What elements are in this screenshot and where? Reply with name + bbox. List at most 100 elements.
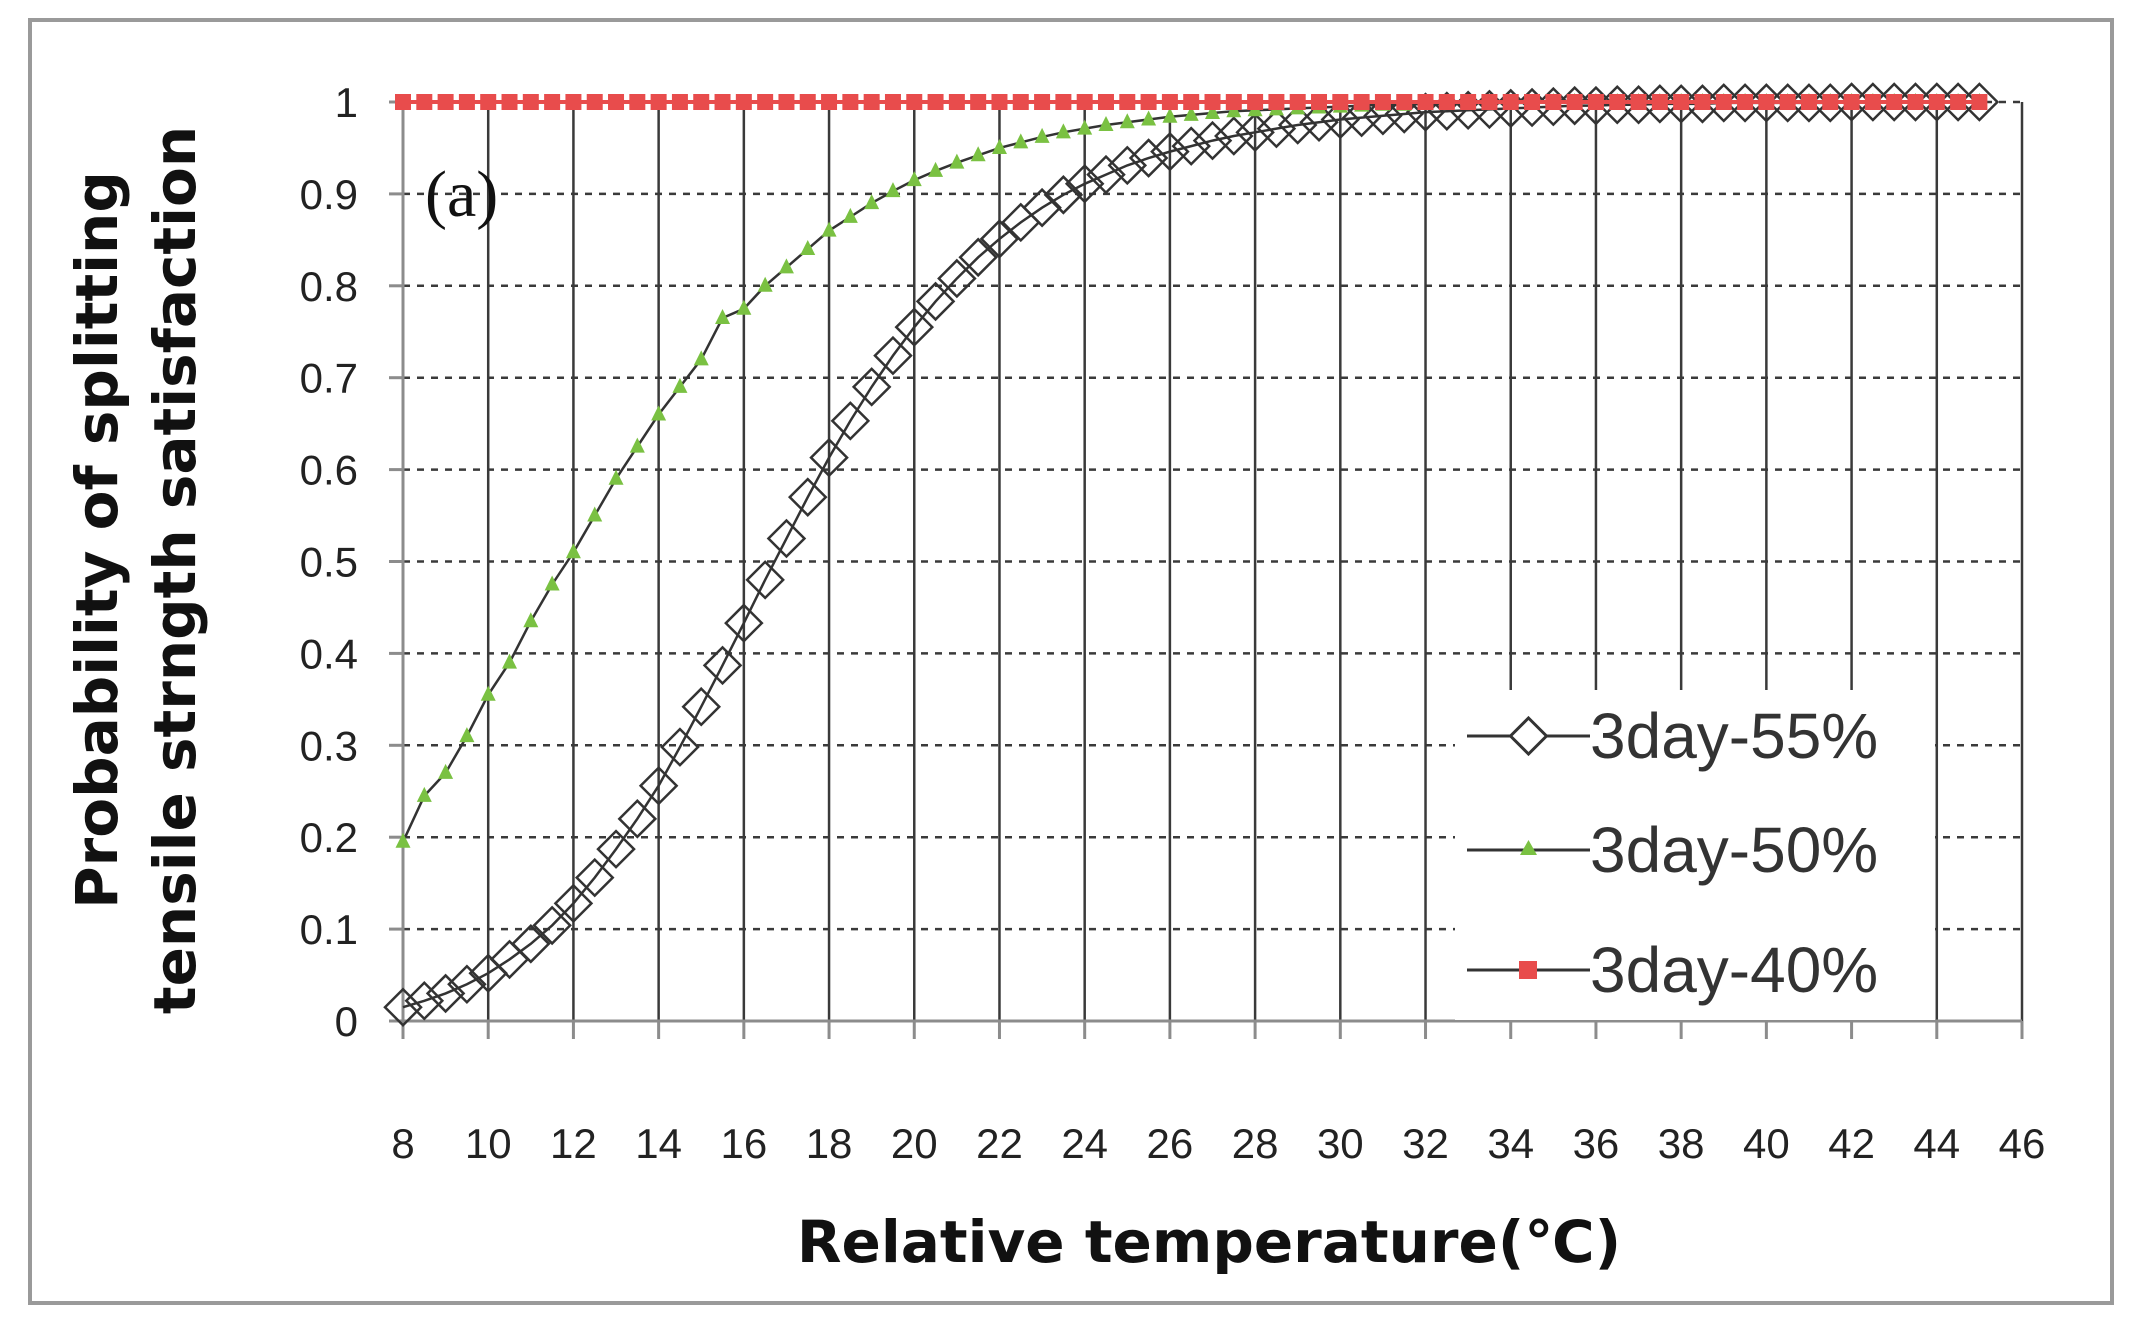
data-point-square (1886, 94, 1903, 110)
data-point-diamond (1235, 112, 1275, 153)
data-point-square (1673, 94, 1690, 110)
data-point-diamond (915, 281, 956, 322)
data-point-triangle (672, 377, 688, 393)
legend-label-55: 3day-55% (1590, 700, 1878, 772)
data-point-triangle (565, 543, 581, 559)
data-point-diamond (1064, 164, 1105, 204)
data-point-diamond (1043, 175, 1084, 215)
data-point-square (1289, 94, 1306, 110)
x-tick-label: 28 (1232, 1120, 1279, 1167)
data-point-square (1332, 94, 1349, 110)
data-point-triangle (906, 171, 922, 187)
series-3 (395, 94, 1988, 110)
data-point-diamond (702, 645, 743, 686)
data-point-diamond (937, 258, 977, 299)
data-point-diamond (1086, 154, 1126, 195)
data-point-diamond (1192, 120, 1233, 161)
y-axis-title-line-1: Probability of splitting (63, 171, 131, 909)
data-point-diamond (873, 335, 913, 376)
data-point-diamond (1746, 83, 1787, 123)
data-point-square (1247, 94, 1264, 110)
data-point-diamond (383, 987, 423, 1027)
data-point-square (1587, 94, 1604, 110)
y-tick-label: 0.8 (300, 263, 358, 310)
data-point-triangle (970, 146, 986, 162)
data-point-square (1204, 94, 1221, 110)
data-point-triangle (1098, 115, 1114, 131)
data-point-triangle (991, 138, 1007, 154)
data-point-diamond (724, 603, 764, 643)
data-point-square (395, 94, 411, 110)
data-point-square (1460, 94, 1477, 110)
legend-item-40: 3day-40% (1467, 934, 1878, 1006)
data-point-square (1438, 94, 1455, 110)
data-point-square (693, 94, 710, 110)
y-tick-label: 0.1 (300, 906, 358, 953)
data-point-square (416, 94, 433, 110)
data-point-square (1609, 94, 1626, 110)
data-point-square (1097, 94, 1114, 110)
data-point-triangle (438, 763, 454, 779)
data-point-triangle (864, 194, 880, 210)
data-point-square (821, 94, 838, 110)
legend-square-marker (1519, 961, 1537, 979)
x-tick-label: 14 (635, 1120, 682, 1167)
x-tick-label: 18 (806, 1120, 853, 1167)
data-point-triangle (587, 506, 603, 522)
data-point-diamond (574, 857, 615, 898)
data-point-diamond (1299, 102, 1339, 142)
data-point-triangle (1077, 119, 1093, 135)
legend-diamond-marker (1508, 715, 1549, 757)
data-point-diamond (553, 883, 594, 924)
data-point-square (1651, 94, 1668, 110)
data-point-diamond (958, 237, 998, 278)
data-point-triangle (1141, 110, 1157, 126)
data-point-diamond (979, 219, 1020, 259)
data-point-square (1737, 94, 1754, 110)
data-point-diamond (745, 560, 785, 600)
y-tick-label: 0.9 (300, 171, 358, 218)
y-tick-label: 0.7 (300, 355, 358, 402)
data-point-diamond (1576, 85, 1616, 126)
legend-item-55: 3day-55% (1467, 700, 1878, 772)
data-point-triangle (608, 469, 624, 485)
data-point-triangle (395, 832, 411, 848)
data-point-square (1822, 94, 1839, 110)
data-point-triangle (778, 258, 794, 274)
data-point-diamond (617, 799, 658, 839)
data-point-square (1502, 94, 1519, 110)
data-point-diamond (1320, 99, 1361, 140)
x-tick-label: 38 (1658, 1120, 1705, 1167)
data-point-diamond (1256, 108, 1297, 149)
data-point-square (863, 94, 880, 110)
data-point-diamond (425, 973, 466, 1014)
data-point-diamond (1618, 84, 1659, 125)
data-point-square (1396, 94, 1413, 110)
y-tick-label: 1 (335, 79, 358, 126)
data-point-diamond (787, 477, 828, 517)
data-point-triangle (736, 299, 752, 315)
legend-item-50: 3day-50% (1467, 814, 1878, 886)
data-point-triangle (1119, 113, 1135, 129)
data-point-square (1971, 94, 1988, 110)
data-point-diamond (1831, 82, 1872, 122)
data-point-square (501, 94, 518, 110)
data-point-square (799, 94, 816, 110)
y-tick-label: 0.3 (300, 722, 358, 769)
data-point-diamond (1405, 92, 1446, 132)
x-tick-label: 42 (1828, 1120, 1875, 1167)
data-point-diamond (1853, 82, 1893, 122)
data-point-triangle (502, 653, 518, 669)
y-tick-label: 0.5 (300, 539, 358, 586)
data-point-square (1779, 94, 1796, 110)
data-point-square (884, 94, 901, 110)
legend: 3day-55% 3day-50% 3day-40% (1455, 690, 1935, 1020)
x-tick-label: 26 (1147, 1120, 1194, 1167)
data-point-diamond (1150, 131, 1190, 172)
x-tick-label: 20 (891, 1120, 938, 1167)
x-tick-label: 36 (1573, 1120, 1620, 1167)
y-tick-label: 0.6 (300, 447, 358, 494)
data-point-square (458, 94, 475, 110)
data-point-triangle (651, 405, 667, 421)
